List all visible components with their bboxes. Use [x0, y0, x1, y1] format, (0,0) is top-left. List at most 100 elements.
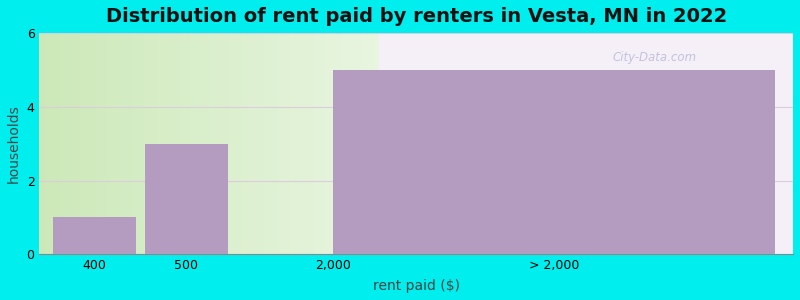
Bar — [357, 33, 359, 254]
Bar — [205, 33, 207, 254]
Bar — [191, 33, 194, 254]
Bar — [246, 33, 248, 254]
Bar — [212, 33, 214, 254]
Bar — [373, 33, 375, 254]
Bar — [253, 33, 254, 254]
Bar — [200, 33, 202, 254]
Bar — [117, 33, 118, 254]
Bar — [370, 33, 373, 254]
Bar — [241, 33, 243, 254]
Bar — [218, 33, 221, 254]
Y-axis label: households: households — [7, 104, 21, 183]
Title: Distribution of rent paid by renters in Vesta, MN in 2022: Distribution of rent paid by renters in … — [106, 7, 727, 26]
Bar — [305, 33, 307, 254]
Bar — [321, 33, 322, 254]
Bar — [71, 33, 74, 254]
Bar — [49, 33, 50, 254]
Bar — [139, 33, 142, 254]
Bar — [175, 33, 178, 254]
Bar — [316, 33, 318, 254]
Bar — [379, 33, 793, 254]
Bar — [262, 33, 264, 254]
Bar — [150, 33, 153, 254]
Bar — [264, 33, 266, 254]
Bar — [118, 33, 121, 254]
Bar — [266, 33, 268, 254]
Bar — [298, 33, 300, 254]
Bar — [194, 33, 196, 254]
Bar — [74, 33, 76, 254]
Bar — [280, 33, 282, 254]
Bar — [232, 33, 234, 254]
Bar — [314, 33, 316, 254]
Bar — [121, 33, 123, 254]
Bar — [53, 33, 55, 254]
Bar — [87, 33, 90, 254]
Bar — [50, 33, 53, 254]
Bar — [248, 33, 250, 254]
Bar — [182, 33, 185, 254]
Bar — [148, 33, 150, 254]
Bar — [338, 33, 341, 254]
Bar — [162, 33, 164, 254]
Bar — [53, 218, 136, 254]
Bar — [210, 33, 212, 254]
Bar — [230, 33, 232, 254]
Bar — [273, 33, 275, 254]
Bar — [158, 33, 159, 254]
Bar — [325, 33, 327, 254]
Bar — [98, 33, 101, 254]
Bar — [62, 33, 64, 254]
Bar — [341, 33, 343, 254]
Bar — [110, 33, 112, 254]
Bar — [146, 33, 148, 254]
Bar — [336, 33, 338, 254]
Bar — [69, 33, 71, 254]
Bar — [350, 33, 352, 254]
Bar — [221, 33, 223, 254]
Bar — [171, 33, 173, 254]
Bar — [223, 33, 226, 254]
Bar — [259, 33, 262, 254]
Bar — [153, 33, 155, 254]
Bar — [352, 33, 354, 254]
Bar — [46, 33, 49, 254]
Bar — [234, 33, 237, 254]
Bar — [96, 33, 98, 254]
Bar — [58, 33, 60, 254]
Bar — [91, 33, 94, 254]
Bar — [128, 33, 130, 254]
Bar — [180, 33, 182, 254]
Bar — [214, 33, 216, 254]
Bar — [105, 33, 107, 254]
Bar — [144, 33, 146, 254]
Bar — [186, 33, 189, 254]
Bar — [44, 33, 46, 254]
Bar — [189, 33, 191, 254]
Bar — [55, 33, 58, 254]
Bar — [227, 33, 230, 254]
Bar — [60, 33, 62, 254]
Bar — [363, 33, 366, 254]
X-axis label: rent paid ($): rent paid ($) — [373, 279, 460, 293]
Bar — [226, 33, 227, 254]
Bar — [318, 33, 321, 254]
Bar — [275, 33, 278, 254]
Bar — [278, 33, 280, 254]
Bar — [185, 33, 186, 254]
Bar — [164, 33, 166, 254]
Bar — [145, 144, 228, 254]
Bar — [268, 33, 270, 254]
Bar — [64, 33, 66, 254]
Bar — [282, 33, 284, 254]
Bar — [334, 70, 774, 254]
Bar — [377, 33, 379, 254]
Bar — [169, 33, 171, 254]
Bar — [294, 33, 295, 254]
Bar — [332, 33, 334, 254]
Bar — [270, 33, 273, 254]
Bar — [362, 33, 363, 254]
Bar — [123, 33, 126, 254]
Bar — [291, 33, 294, 254]
Bar — [243, 33, 246, 254]
